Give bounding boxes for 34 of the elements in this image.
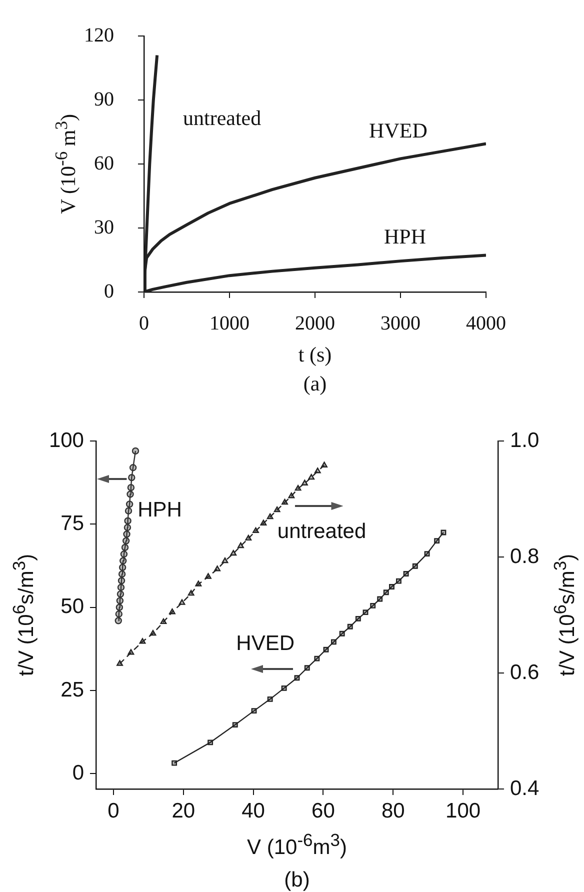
series-label: untreated [182,106,262,130]
x-tick-label: 60 [312,799,335,822]
y-tick-label: 90 [94,88,114,110]
x-tick-label: 1000 [210,312,250,334]
x-tick-label: 2000 [295,312,335,334]
y-tick-label: 0 [72,761,84,784]
x-tick-label: 4000 [466,312,506,334]
y-tick-label: 75 [60,512,84,535]
x-axis-title: t (s) [298,342,332,366]
y-tick-label: 30 [94,216,114,238]
x-tick-label: 40 [242,799,265,822]
series-label: HVED [236,632,295,656]
x-tick-label: 100 [446,799,481,822]
series-label: HVED [369,118,428,143]
y-tick-label: 120 [84,24,114,46]
series-label: HPH [138,498,182,522]
y-tick-label: 60 [94,152,114,174]
y-tick-label: 50 [60,595,84,618]
y2-tick-label: 0.8 [510,544,540,568]
series-label: HPH [384,224,426,249]
x-tick-label: 20 [172,799,196,822]
x-tick-label: 80 [381,799,405,822]
y2-tick-label: 0.4 [510,776,540,800]
text: (b) [284,868,310,892]
y-tick-label: 25 [60,678,84,702]
x-axis-title: V (10$^{-6}$m$^{3}$) [247,830,347,859]
text: (a) [303,372,327,396]
y2-tick-label: 0.6 [510,660,540,684]
x-tick-label: 0 [139,312,149,334]
y2-tick-label: 1.0 [510,428,540,452]
y-tick-label: 100 [48,428,84,452]
y-tick-label: 0 [104,280,114,302]
x-tick-label: 3000 [380,312,420,334]
series-label: untreated [277,520,366,543]
